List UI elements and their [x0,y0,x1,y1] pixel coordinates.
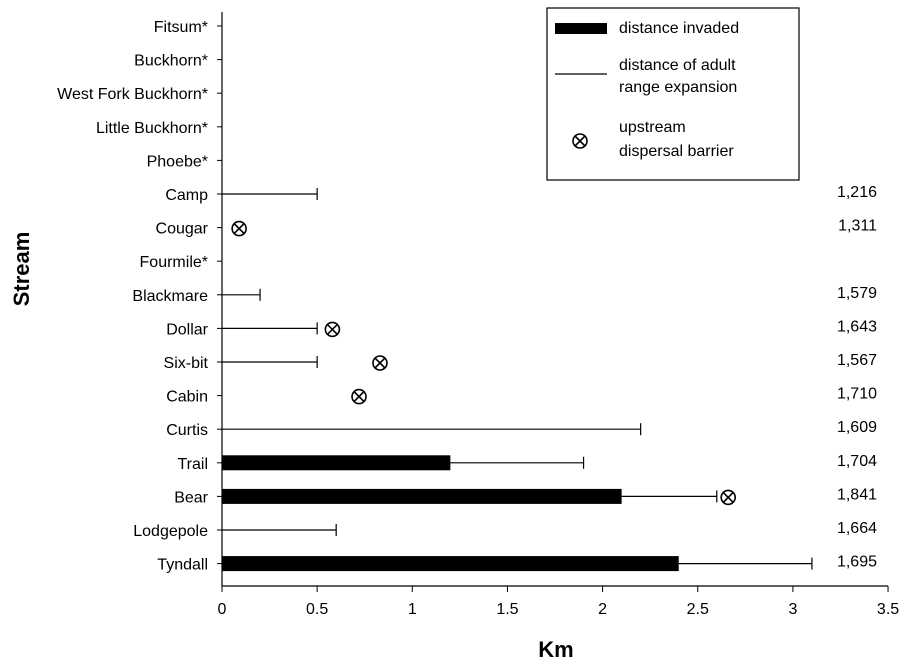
dispersal-barrier-marker [720,489,736,506]
x-tick-label: 2 [598,601,607,618]
x-tick-label: 0 [218,601,227,618]
x-tick-label: 2.5 [687,601,709,618]
category-label: Curtis [166,422,208,439]
category-label: Bear [174,489,208,506]
elevation-label: 1,643 [837,318,877,335]
elevation-label: 1,710 [837,386,877,403]
category-label: Cougar [156,221,209,238]
category-labels: Fitsum* Buckhorn* West Fork Buckhorn* Littl… [57,19,209,574]
category-label: Camp [165,187,208,204]
elevation-label: 1,311 [838,218,877,235]
x-axis-ticks: 0 0.5 1 1.5 2 2.5 3 3.5 [218,586,899,618]
category-label: Fourmile* [140,254,208,271]
elevation-label: 1,609 [837,419,877,436]
x-axis-title: Km [538,637,573,662]
category-label: Little Buckhorn* [96,120,208,137]
plot-area [217,12,889,587]
legend-bar-swatch [555,23,607,34]
category-label: Tyndall [157,557,208,574]
elevation-label: 1,567 [837,352,877,369]
legend-line-label-2: range expansion [619,79,737,96]
elevation-label: 1,579 [837,285,877,302]
category-label: Trail [177,456,208,473]
dispersal-barrier-marker [351,388,367,405]
category-label: Fitsum* [154,19,208,36]
elevation-label: 1,841 [837,486,877,503]
legend-barrier-symbol [572,133,588,149]
elevation-labels: 1,216 1,311 1,579 1,643 1,567 1,710 1,609 1,704… [837,184,877,571]
legend-box [546,7,800,181]
elevation-label: 1,216 [837,184,877,201]
category-label: Buckhorn* [134,53,208,70]
elevation-label: 1,664 [837,520,877,537]
x-tick-label: 1.5 [496,601,518,618]
dispersal-barrier-marker [231,220,247,237]
y-axis-title: Stream [9,232,34,307]
category-label: Six-bit [164,355,209,372]
category-label: Blackmare [132,288,208,305]
elevation-label: 1,704 [837,453,877,470]
category-label: Dollar [166,321,208,338]
legend-barrier-label-1: upstream [619,119,686,136]
category-label: Cabin [166,389,208,406]
invaded-bar [222,556,679,572]
x-tick-label: 3 [788,601,797,618]
category-label: West Fork Buckhorn* [57,86,208,103]
dispersal-barrier-marker [324,321,341,338]
invaded-bar [222,488,622,504]
legend: distance invaded distance of adult range… [546,7,800,181]
elevation-label: 1,695 [837,554,877,571]
category-label: Phoebe* [147,153,208,170]
legend-bar-label: distance invaded [619,20,739,37]
dispersal-barrier-marker [372,355,388,371]
legend-barrier-label-2: dispersal barrier [619,143,734,160]
category-label: Lodgepole [133,523,208,540]
x-tick-label: 1 [408,601,417,618]
x-tick-label: 3.5 [877,601,899,618]
x-tick-label: 0.5 [306,601,328,618]
legend-line-label-1: distance of adult [619,57,736,74]
invaded-bar [222,455,451,471]
